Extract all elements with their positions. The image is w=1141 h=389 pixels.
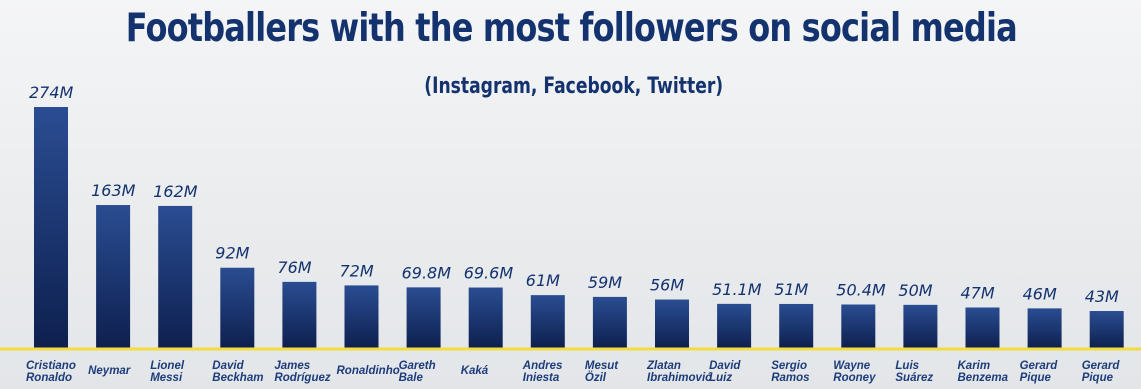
value-label: 163M (91, 181, 136, 200)
category-label-line: Gareth (399, 360, 436, 372)
category-label: Luis Suárez (895, 360, 933, 384)
category-label-line: Zlatan (646, 360, 681, 372)
category-label-line: Iniesta (523, 372, 560, 384)
category-label-line: Ronaldinho (337, 365, 400, 377)
bar (903, 304, 938, 349)
category-label-line: Benzema (958, 372, 1009, 384)
category-label-line: Neymar (88, 365, 131, 377)
category-label-line: Wayne (833, 360, 870, 372)
bars-layer (34, 107, 1124, 349)
bar (406, 287, 441, 349)
bar (282, 281, 317, 349)
category-label: Zlatan Ibrahimović (646, 360, 712, 384)
value-label: 61M (526, 271, 560, 290)
value-label: 274M (29, 83, 74, 102)
value-label: 59M (588, 273, 622, 292)
category-label: Wayne Rooney (833, 360, 876, 384)
category-label-line: Özil (585, 371, 607, 384)
category-label-line: Mesut (585, 360, 619, 372)
category-label-line: Luis (895, 360, 919, 372)
category-label: David Beckham (212, 360, 263, 384)
bar (1089, 311, 1124, 349)
category-label: Mesut Özil (585, 360, 619, 384)
value-label: 92M (215, 244, 249, 263)
category-label-line: Ibrahimović (647, 372, 712, 384)
value-label: 50M (898, 281, 932, 300)
labels-layer: 274M Cristiano Ronaldo 163M Neymar 162M Lionel… (26, 83, 1120, 384)
bar (220, 267, 255, 349)
category-label: Gareth Bale (399, 360, 436, 384)
category-label-line: Sergio (771, 360, 807, 372)
category-label: James Rodríguez (274, 360, 330, 384)
bar (841, 304, 876, 349)
category-label: David Luiz (709, 360, 741, 384)
category-label: Sergio Ramos (771, 360, 809, 384)
category-label-line: Rodríguez (274, 372, 330, 384)
category-label-line: Bale (399, 372, 424, 384)
value-label: 56M (650, 276, 684, 295)
category-label-line: Pique (1082, 372, 1114, 384)
category-label: Gerard Pique (1020, 360, 1059, 384)
bar (34, 107, 68, 349)
category-label-line: James (274, 360, 310, 372)
category-label-line: Ramos (771, 372, 809, 384)
category-label: Cristiano Ronaldo (26, 360, 76, 384)
bar (655, 299, 689, 349)
value-label: 69.8M (402, 263, 452, 282)
category-label-line: Pique (1020, 372, 1052, 384)
value-label: 50.4M (836, 280, 886, 299)
category-label-line: Karim (958, 360, 991, 372)
category-label-line: Beckham (212, 372, 263, 384)
category-label: Kaká (461, 365, 489, 377)
value-label: 51M (774, 280, 808, 299)
category-label-line: David (709, 360, 741, 372)
category-label-line: Luiz (709, 372, 732, 384)
category-label-line: Andres (522, 360, 563, 372)
bar (344, 285, 379, 349)
value-label: 51.1M (712, 280, 762, 299)
category-label: Andres Iniesta (522, 360, 563, 384)
bar (96, 205, 131, 349)
category-label: Gerard Pique (1082, 360, 1121, 384)
bar (592, 296, 627, 349)
category-label-line: Rooney (833, 372, 876, 384)
value-label: 162M (153, 182, 198, 201)
category-label-line: Messi (150, 372, 183, 384)
bar (468, 287, 503, 349)
bar (965, 307, 1000, 349)
bar (717, 303, 752, 349)
category-label-line: Ronaldo (26, 372, 72, 384)
value-label: 76M (277, 258, 311, 277)
value-label: 43M (1085, 287, 1119, 306)
value-label: 72M (340, 261, 374, 280)
value-label: 69.6M (464, 264, 514, 283)
bar (779, 303, 814, 349)
category-label: Karim Benzema (958, 360, 1009, 384)
category-label-line: Cristiano (26, 360, 76, 372)
value-label: 46M (1023, 284, 1057, 303)
category-label-line: Kaká (461, 365, 489, 377)
category-label: Lionel Messi (150, 360, 185, 384)
category-label-line: Suárez (895, 372, 933, 384)
value-label: 47M (961, 283, 995, 302)
chart-subtitle: (Instagram, Facebook, Twitter) (424, 74, 724, 99)
chart-title: Footballers with the most followers on s… (125, 6, 1018, 51)
bar (1027, 308, 1062, 349)
category-label: Neymar (88, 365, 131, 377)
category-label-line: Lionel (150, 360, 185, 372)
category-label-line: Gerard (1020, 360, 1059, 372)
category-label-line: David (212, 360, 244, 372)
bar (530, 295, 565, 349)
bar (158, 205, 193, 349)
category-label: Ronaldinho (337, 365, 400, 377)
category-label-line: Gerard (1082, 360, 1121, 372)
